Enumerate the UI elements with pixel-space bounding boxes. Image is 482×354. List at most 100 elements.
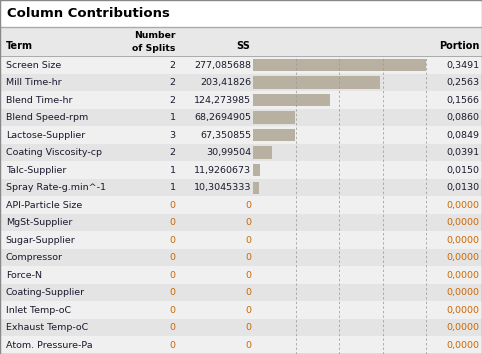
Bar <box>253 76 380 89</box>
Text: Sugar-Supplier: Sugar-Supplier <box>6 236 76 245</box>
Bar <box>0 27 482 56</box>
Text: 0: 0 <box>170 253 175 262</box>
Bar <box>0 319 482 337</box>
Text: Portion: Portion <box>439 41 480 51</box>
Text: MgSt-Supplier: MgSt-Supplier <box>6 218 72 227</box>
Text: SS: SS <box>236 41 250 51</box>
Bar <box>253 164 260 176</box>
Bar <box>0 214 482 232</box>
Bar <box>0 0 482 27</box>
Text: Inlet Temp-oC: Inlet Temp-oC <box>6 306 71 315</box>
Text: 2: 2 <box>170 61 175 69</box>
Text: 203,41826: 203,41826 <box>200 78 251 87</box>
Text: 0,0150: 0,0150 <box>447 166 480 175</box>
Text: 0,0000: 0,0000 <box>447 253 480 262</box>
Text: 0,0000: 0,0000 <box>447 218 480 227</box>
Text: 0,0000: 0,0000 <box>447 271 480 280</box>
Bar <box>0 284 482 302</box>
Text: 0: 0 <box>170 341 175 350</box>
Text: 2: 2 <box>170 148 175 157</box>
Bar <box>253 147 272 159</box>
Text: 0: 0 <box>170 218 175 227</box>
Text: Term: Term <box>6 41 33 51</box>
Text: 0,0000: 0,0000 <box>447 323 480 332</box>
Bar <box>0 74 482 91</box>
Bar <box>0 196 482 214</box>
Text: 67,350855: 67,350855 <box>200 131 251 139</box>
Bar <box>253 112 295 124</box>
Text: Mill Time-hr: Mill Time-hr <box>6 78 61 87</box>
Bar <box>0 56 482 74</box>
Text: 0,0000: 0,0000 <box>447 306 480 315</box>
Bar <box>0 179 482 196</box>
Text: Coating Viscosity-cp: Coating Viscosity-cp <box>6 148 102 157</box>
Text: Talc-Supplier: Talc-Supplier <box>6 166 66 175</box>
Text: 0,3491: 0,3491 <box>446 61 480 69</box>
Text: 0: 0 <box>245 201 251 210</box>
Text: 30,99504: 30,99504 <box>206 148 251 157</box>
Text: Atom. Pressure-Pa: Atom. Pressure-Pa <box>6 341 93 350</box>
Text: 0,0000: 0,0000 <box>447 288 480 297</box>
Text: 0,1566: 0,1566 <box>447 96 480 104</box>
Text: 0: 0 <box>245 271 251 280</box>
Text: 0,0391: 0,0391 <box>446 148 480 157</box>
Text: 0,0860: 0,0860 <box>447 113 480 122</box>
Text: 0: 0 <box>245 341 251 350</box>
Text: Force-N: Force-N <box>6 271 42 280</box>
Text: 0: 0 <box>245 253 251 262</box>
Text: 0: 0 <box>245 218 251 227</box>
Text: Lactose-Supplier: Lactose-Supplier <box>6 131 85 139</box>
Text: Exhaust Temp-oC: Exhaust Temp-oC <box>6 323 88 332</box>
Text: 0: 0 <box>170 323 175 332</box>
Text: Compressor: Compressor <box>6 253 63 262</box>
Text: 1: 1 <box>170 113 175 122</box>
Bar <box>0 126 482 144</box>
Text: Blend Speed-rpm: Blend Speed-rpm <box>6 113 88 122</box>
Text: 0,2563: 0,2563 <box>446 78 480 87</box>
Bar <box>253 182 259 194</box>
Bar <box>0 109 482 126</box>
Text: 3: 3 <box>169 131 175 139</box>
Text: Number: Number <box>134 31 175 40</box>
Text: 0: 0 <box>170 306 175 315</box>
Text: 11,9260673: 11,9260673 <box>194 166 251 175</box>
Bar <box>253 59 426 71</box>
Bar <box>0 337 482 354</box>
Text: 0: 0 <box>245 236 251 245</box>
Bar <box>0 249 482 267</box>
Text: API-Particle Size: API-Particle Size <box>6 201 82 210</box>
Text: 1: 1 <box>170 166 175 175</box>
Text: 0,0849: 0,0849 <box>447 131 480 139</box>
Text: Blend Time-hr: Blend Time-hr <box>6 96 72 104</box>
Text: 0: 0 <box>170 271 175 280</box>
Bar <box>0 267 482 284</box>
Text: 0,0130: 0,0130 <box>446 183 480 192</box>
Text: 0,0000: 0,0000 <box>447 201 480 210</box>
Text: 2: 2 <box>170 78 175 87</box>
Text: 10,3045333: 10,3045333 <box>194 183 251 192</box>
Text: 0: 0 <box>245 288 251 297</box>
Text: 277,085688: 277,085688 <box>194 61 251 69</box>
Text: Screen Size: Screen Size <box>6 61 61 69</box>
Text: Coating-Supplier: Coating-Supplier <box>6 288 85 297</box>
Text: 1: 1 <box>170 183 175 192</box>
Text: 0: 0 <box>245 306 251 315</box>
Text: Spray Rate-g.min^-1: Spray Rate-g.min^-1 <box>6 183 106 192</box>
Text: 0: 0 <box>170 236 175 245</box>
Text: 0: 0 <box>170 201 175 210</box>
Text: 2: 2 <box>170 96 175 104</box>
Bar <box>253 94 330 106</box>
Bar <box>253 129 295 141</box>
Text: Column Contributions: Column Contributions <box>7 7 170 19</box>
Bar <box>0 161 482 179</box>
Text: 0,0000: 0,0000 <box>447 236 480 245</box>
Text: 0: 0 <box>245 323 251 332</box>
Text: 0: 0 <box>170 288 175 297</box>
Bar <box>0 232 482 249</box>
Text: 68,2694905: 68,2694905 <box>194 113 251 122</box>
Text: of Splits: of Splits <box>132 44 175 53</box>
Bar <box>0 91 482 109</box>
Bar <box>0 144 482 161</box>
Text: 124,273985: 124,273985 <box>194 96 251 104</box>
Bar <box>0 302 482 319</box>
